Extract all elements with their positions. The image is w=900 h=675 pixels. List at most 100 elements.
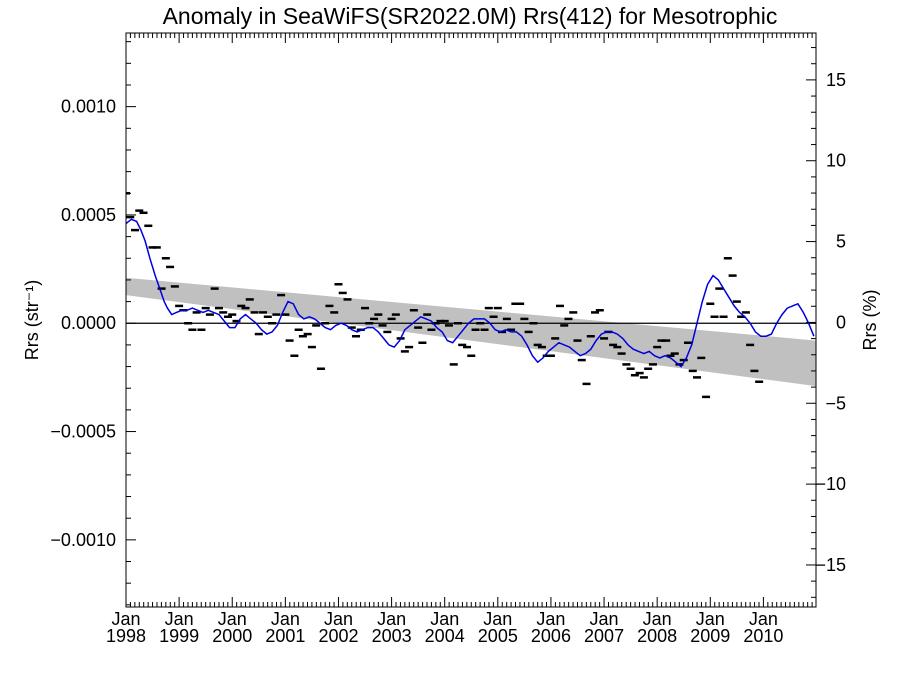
x-tick-label-month: Jan bbox=[111, 609, 140, 629]
anomaly-marker bbox=[290, 354, 299, 357]
y-axis-label-left: Rrs (str⁻¹) bbox=[22, 280, 42, 360]
anomaly-marker bbox=[502, 317, 511, 321]
anomaly-marker bbox=[166, 265, 175, 269]
anomaly-marker bbox=[697, 356, 706, 360]
anomaly-marker bbox=[728, 274, 737, 277]
y-right-tick-label: 10 bbox=[826, 151, 846, 171]
x-tick-label-year: 2000 bbox=[212, 626, 252, 646]
anomaly-marker bbox=[312, 324, 321, 327]
anomaly-marker bbox=[210, 287, 219, 290]
anomaly-marker bbox=[361, 306, 370, 310]
anomaly-marker bbox=[254, 332, 263, 336]
y-right-tick-label: −10 bbox=[815, 474, 846, 494]
anomaly-marker bbox=[175, 304, 184, 308]
x-tick-label-year: 2007 bbox=[584, 626, 624, 646]
anomaly-marker bbox=[219, 311, 228, 314]
anomaly-marker bbox=[343, 298, 352, 301]
anomaly-marker bbox=[626, 367, 635, 370]
anomaly-marker bbox=[334, 283, 343, 286]
anomaly-marker bbox=[378, 324, 387, 327]
y-right-tick-label: 15 bbox=[826, 70, 846, 90]
anomaly-marker bbox=[205, 313, 214, 316]
anomaly-marker bbox=[600, 337, 609, 340]
x-tick-label-year: 2004 bbox=[425, 626, 465, 646]
anomaly-marker bbox=[741, 311, 750, 314]
anomaly-marker bbox=[750, 369, 759, 373]
anomaly-marker bbox=[365, 321, 374, 325]
anomaly-marker bbox=[453, 321, 462, 325]
anomaly-marker bbox=[471, 328, 480, 331]
anomaly-marker bbox=[679, 358, 688, 362]
anomaly-marker bbox=[458, 343, 467, 347]
anomaly-marker bbox=[591, 311, 600, 314]
anomaly-marker bbox=[338, 291, 347, 295]
anomaly-marker bbox=[444, 324, 453, 327]
anomaly-marker bbox=[516, 302, 525, 306]
anomaly-marker bbox=[719, 315, 728, 319]
anomaly-marker bbox=[139, 211, 148, 215]
anomaly-marker bbox=[352, 334, 360, 338]
anomaly-marker bbox=[507, 328, 516, 331]
y-left-tick-label: 0.0005 bbox=[61, 205, 116, 225]
anomaly-marker bbox=[511, 302, 520, 306]
anomaly-marker bbox=[418, 341, 427, 344]
anomaly-marker bbox=[436, 319, 445, 323]
x-tick-label-month: Jan bbox=[377, 609, 406, 629]
anomaly-marker bbox=[400, 350, 409, 353]
anomaly-marker bbox=[152, 246, 161, 249]
anomaly-marker bbox=[303, 332, 312, 336]
anomaly-marker bbox=[683, 341, 692, 344]
anomaly-marker bbox=[644, 367, 653, 370]
anomaly-marker bbox=[537, 345, 546, 349]
anomaly-marker bbox=[613, 345, 622, 349]
anomaly-marker bbox=[370, 317, 379, 321]
anomaly-marker bbox=[272, 313, 281, 316]
anomaly-marker bbox=[285, 339, 294, 342]
y-left-tick-label: 0.0000 bbox=[61, 313, 116, 333]
x-tick-label-year: 2002 bbox=[318, 626, 358, 646]
anomaly-marker bbox=[657, 339, 666, 342]
x-tick-label-month: Jan bbox=[324, 609, 353, 629]
anomaly-marker bbox=[126, 215, 135, 219]
anomaly-marker bbox=[546, 354, 555, 357]
anomaly-marker bbox=[405, 345, 414, 349]
trend-band bbox=[126, 277, 816, 387]
x-tick-label-month: Jan bbox=[536, 609, 565, 629]
anomaly-marker bbox=[706, 302, 715, 306]
anomaly-marker bbox=[232, 319, 241, 323]
anomaly-marker bbox=[347, 326, 356, 329]
x-tick-label-year: 1998 bbox=[106, 626, 146, 646]
anomaly-marker bbox=[564, 317, 573, 321]
y-right-tick-label: −5 bbox=[825, 393, 846, 413]
anomaly-marker bbox=[197, 328, 206, 331]
anomaly-marker bbox=[414, 326, 423, 329]
anomaly-marker bbox=[449, 363, 458, 366]
anomaly-marker bbox=[551, 337, 560, 340]
running-mean-line bbox=[126, 218, 815, 368]
anomaly-marker bbox=[666, 354, 675, 357]
anomaly-marker bbox=[463, 345, 472, 349]
anomaly-marker bbox=[595, 309, 604, 312]
x-tick-label-year: 1999 bbox=[159, 626, 199, 646]
anomaly-marker bbox=[577, 358, 586, 362]
x-tick-label-month: Jan bbox=[218, 609, 247, 629]
anomaly-marker bbox=[245, 298, 254, 301]
axes: Jan1998Jan1999Jan2000Jan2001Jan2002Jan20… bbox=[50, 33, 846, 646]
anomaly-marker bbox=[639, 376, 648, 379]
anomaly-marker bbox=[170, 285, 179, 288]
anomaly-marker bbox=[737, 315, 746, 319]
anomaly-marker bbox=[688, 369, 697, 373]
anomaly-marker bbox=[440, 319, 449, 323]
x-tick-label-month: Jan bbox=[590, 609, 619, 629]
anomaly-marker bbox=[484, 306, 493, 310]
anomaly-marker bbox=[493, 306, 502, 310]
anomaly-marker bbox=[476, 321, 485, 325]
y-right-tick-label: 5 bbox=[836, 232, 846, 252]
anomaly-marker bbox=[241, 306, 250, 310]
anomaly-marker bbox=[277, 293, 286, 297]
anomaly-marker bbox=[715, 287, 724, 290]
anomaly-marker bbox=[670, 352, 679, 355]
anomaly-marker bbox=[237, 304, 246, 308]
x-tick-label-year: 2010 bbox=[743, 626, 783, 646]
anomaly-marker bbox=[383, 330, 392, 334]
